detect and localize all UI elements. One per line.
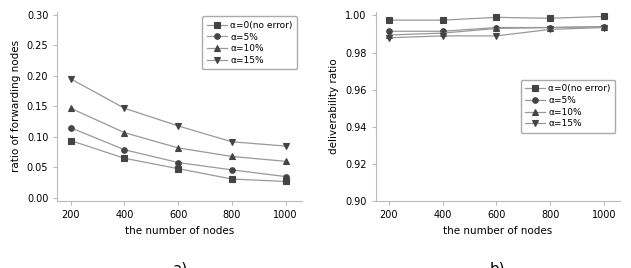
α=0(no error) [600,15,608,18]
α=15% [493,34,500,38]
X-axis label: the number of nodes: the number of nodes [443,226,552,236]
α=10% [174,146,182,150]
α=5% [67,126,74,129]
Y-axis label: deliverability ratio: deliverability ratio [329,59,339,154]
α=15% [228,140,235,143]
α=10% [493,27,500,30]
α=0(no error) [121,157,128,160]
α=0(no error) [174,167,182,170]
α=5% [282,175,290,178]
X-axis label: the number of nodes: the number of nodes [125,226,234,236]
Y-axis label: ratio of forwarding nodes: ratio of forwarding nodes [11,40,21,172]
α=5% [493,26,500,29]
α=0(no error) [439,18,447,22]
α=0(no error) [493,16,500,19]
α=15% [439,34,447,38]
α=15% [174,124,182,128]
α=5% [385,30,392,33]
Line: α=0(no error): α=0(no error) [386,14,606,23]
α=0(no error) [67,139,74,142]
α=10% [121,131,128,134]
α=10% [385,33,392,36]
α=0(no error) [228,177,235,181]
Text: a): a) [172,262,187,268]
Line: α=15%: α=15% [386,25,606,40]
α=5% [174,161,182,164]
Line: α=10%: α=10% [68,105,288,164]
α=15% [385,36,392,39]
α=5% [228,168,235,172]
Line: α=5%: α=5% [68,125,288,179]
α=10% [439,32,447,35]
α=0(no error) [385,18,392,22]
Line: α=5%: α=5% [386,24,606,34]
Line: α=0(no error): α=0(no error) [68,138,288,184]
α=5% [546,26,554,29]
Legend: α=0(no error), α=5%, α=10%, α=15%: α=0(no error), α=5%, α=10%, α=15% [521,80,615,133]
α=15% [67,77,74,80]
α=0(no error) [282,180,290,183]
α=0(no error) [546,17,554,20]
α=5% [600,25,608,28]
α=15% [121,107,128,110]
α=10% [67,107,74,110]
α=10% [600,25,608,28]
α=10% [228,155,235,158]
α=5% [439,30,447,33]
Line: α=15%: α=15% [68,76,288,149]
Line: α=10%: α=10% [386,24,606,38]
α=10% [282,160,290,163]
α=15% [546,28,554,31]
Text: b): b) [490,262,505,268]
Legend: α=0(no error), α=5%, α=10%, α=15%: α=0(no error), α=5%, α=10%, α=15% [203,16,297,69]
α=15% [282,144,290,148]
α=5% [121,148,128,151]
α=10% [546,26,554,29]
α=15% [600,26,608,29]
